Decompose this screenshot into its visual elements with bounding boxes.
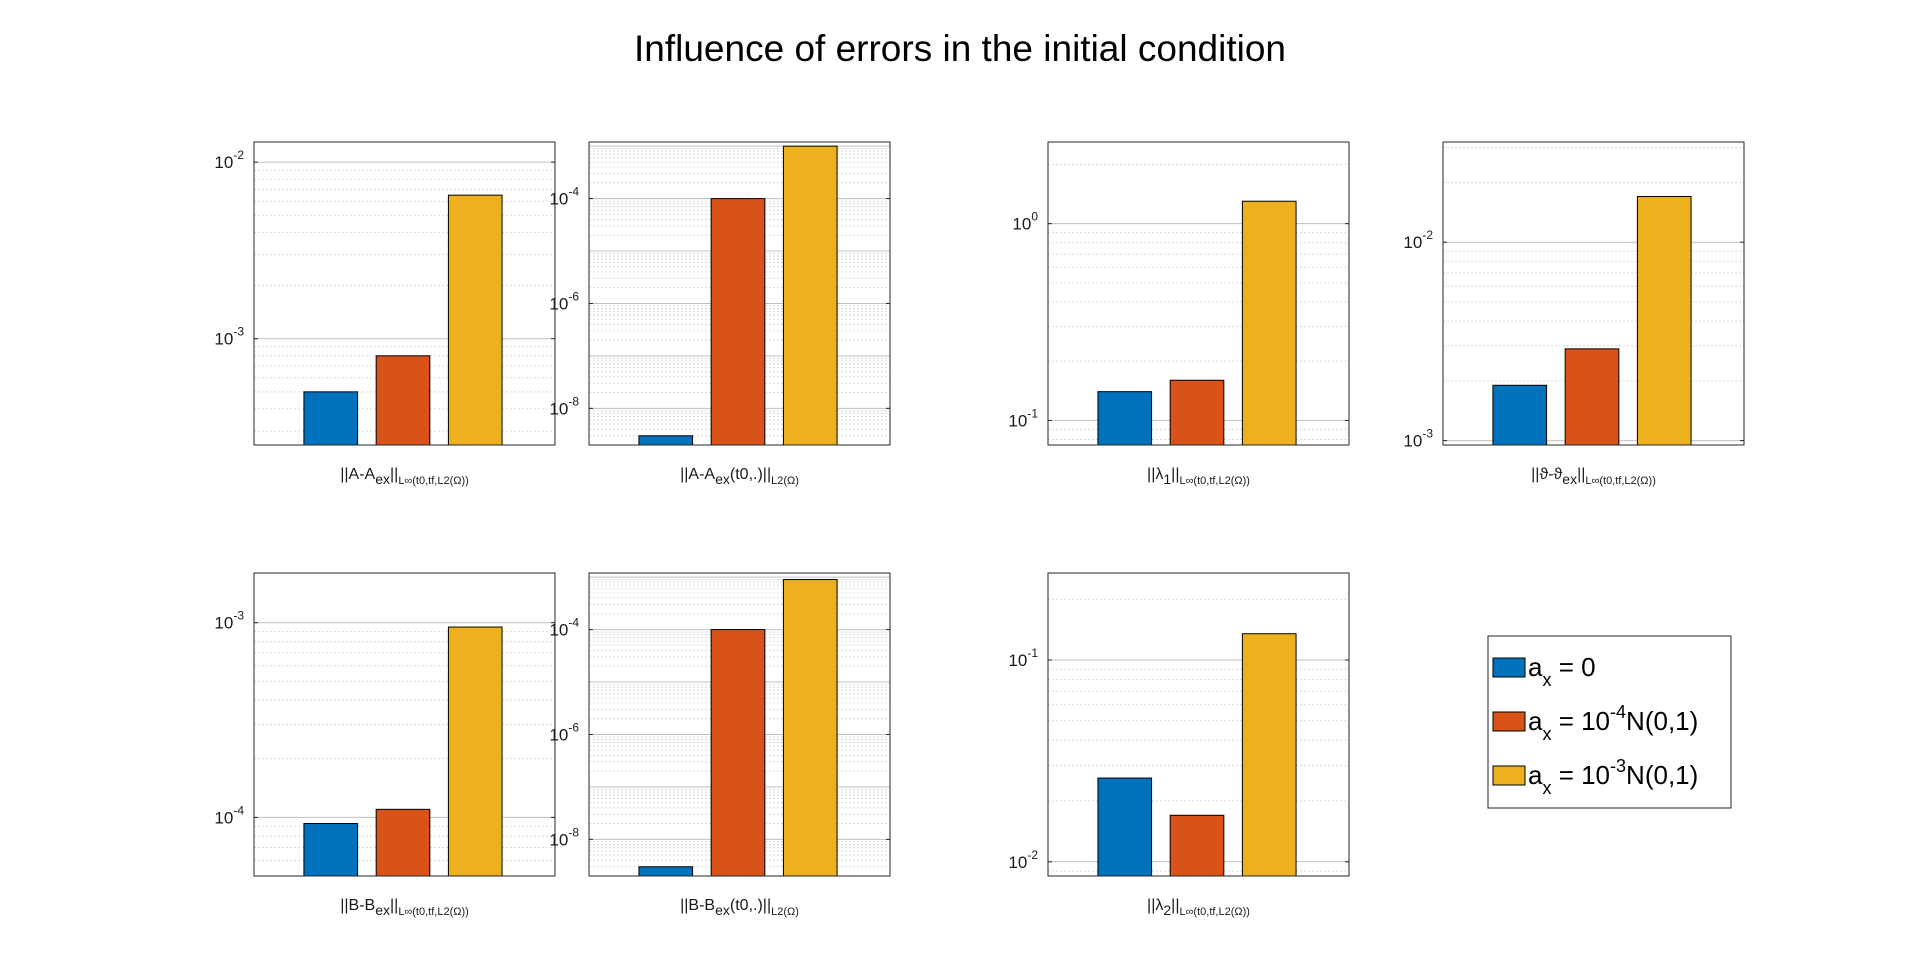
bar-series-3 bbox=[1241, 633, 1297, 877]
bar-series-3 bbox=[782, 145, 838, 446]
chart-panel-7: 10-2 10-1 ||λ2||L∞(t0,tf,L2(Ω)) bbox=[1008, 572, 1350, 918]
axes-box bbox=[588, 141, 891, 446]
y-tick-label: 10-4 bbox=[549, 185, 579, 209]
bar-series-2 bbox=[710, 198, 766, 446]
x-axis-label: ||B-Bex||L∞(t0,tf,L2(Ω)) bbox=[340, 897, 469, 918]
chart-panel-1: 10-3 10-2 ||A-Aex||L∞(t0,tf,L2(Ω)) bbox=[214, 141, 556, 487]
bar-series-2 bbox=[1564, 348, 1620, 446]
axes-box bbox=[1047, 572, 1350, 877]
chart-panel-2: 10-8 10-6 10-4 ||A-Aex(t0,.)||L2(Ω) bbox=[549, 141, 891, 487]
y-tick-label: 10-1 bbox=[1008, 406, 1038, 430]
y-tick-label: 10-8 bbox=[549, 825, 579, 849]
figure-title: Influence of errors in the initial condi… bbox=[634, 28, 1286, 69]
y-tick-label: 100 bbox=[1012, 210, 1038, 234]
legend: ax = 0 ax = 10-4N(0,1) ax = 10-3N(0,1) bbox=[1487, 635, 1732, 809]
y-tick-label: 10-4 bbox=[549, 616, 579, 640]
legend-entry-3: ax = 10-3N(0,1) bbox=[1528, 756, 1698, 798]
bar-series-1 bbox=[1492, 384, 1548, 446]
bar-series-3 bbox=[782, 579, 838, 877]
bar-series-3 bbox=[447, 626, 503, 877]
y-tick-label: 10-2 bbox=[214, 148, 244, 172]
x-axis-label: ||A-Aex(t0,.)||L2(Ω) bbox=[680, 466, 799, 487]
x-axis-label: ||A-Aex||L∞(t0,tf,L2(Ω)) bbox=[340, 466, 469, 487]
legend-entry-2: ax = 10-4N(0,1) bbox=[1528, 702, 1698, 744]
x-axis-label: ||ϑ-ϑex||L∞(t0,tf,L2(Ω)) bbox=[1531, 466, 1656, 487]
chart-panel-4: 10-3 10-2 ||ϑ-ϑex||L∞(t0,tf,L2(Ω)) bbox=[1403, 141, 1745, 487]
bar-series-3 bbox=[447, 194, 503, 446]
y-tick-label: 10-3 bbox=[214, 609, 244, 633]
bar-series-2 bbox=[710, 629, 766, 877]
bar-series-3 bbox=[1241, 200, 1297, 446]
chart-panel-6: 10-8 10-6 10-4 ||B-Bex(t0,.)||L2(Ω) bbox=[549, 572, 891, 918]
bar-series-1 bbox=[1097, 391, 1153, 446]
x-axis-label: ||λ1||L∞(t0,tf,L2(Ω)) bbox=[1147, 466, 1250, 487]
bar-series-2 bbox=[1169, 379, 1225, 446]
axes-box bbox=[253, 572, 556, 877]
legend-swatch-1 bbox=[1492, 657, 1526, 678]
bar-series-1 bbox=[303, 391, 359, 446]
bar-series-1 bbox=[638, 866, 694, 877]
y-tick-label: 10-1 bbox=[1008, 646, 1038, 670]
x-axis-label: ||λ2||L∞(t0,tf,L2(Ω)) bbox=[1147, 897, 1250, 918]
chart-panel-3: 10-1 100 ||λ1||L∞(t0,tf,L2(Ω)) bbox=[1008, 141, 1350, 487]
y-tick-label: 10-3 bbox=[1403, 427, 1433, 451]
x-axis-label: ||B-Bex(t0,.)||L2(Ω) bbox=[680, 897, 799, 918]
bar-series-1 bbox=[638, 435, 694, 446]
axes-box bbox=[1442, 141, 1745, 446]
bar-series-1 bbox=[1097, 777, 1153, 877]
chart-panel-5: 10-4 10-3 ||B-Bex||L∞(t0,tf,L2(Ω)) bbox=[214, 572, 556, 918]
bar-series-2 bbox=[375, 808, 431, 877]
y-tick-label: 10-2 bbox=[1008, 848, 1038, 872]
charts-group: 10-3 10-2 ||A-Aex||L∞(t0,tf,L2(Ω)) 10-8 10-6… bbox=[214, 141, 1745, 918]
legend-swatch-2 bbox=[1492, 711, 1526, 732]
y-tick-label: 10-2 bbox=[1403, 228, 1433, 252]
axes-box bbox=[253, 141, 556, 446]
legend-box bbox=[1487, 635, 1732, 809]
bar-series-3 bbox=[1636, 195, 1692, 446]
legend-swatch-3 bbox=[1492, 765, 1526, 786]
y-tick-label: 10-6 bbox=[549, 289, 579, 313]
y-tick-label: 10-3 bbox=[214, 325, 244, 349]
bar-series-2 bbox=[375, 355, 431, 446]
y-tick-label: 10-6 bbox=[549, 720, 579, 744]
bar-series-2 bbox=[1169, 814, 1225, 877]
legend-entry-1: ax = 0 bbox=[1528, 652, 1596, 690]
axes-box bbox=[588, 572, 891, 877]
y-tick-label: 10-8 bbox=[549, 394, 579, 418]
y-tick-label: 10-4 bbox=[214, 803, 244, 827]
bar-series-1 bbox=[303, 823, 359, 877]
axes-box bbox=[1047, 141, 1350, 446]
